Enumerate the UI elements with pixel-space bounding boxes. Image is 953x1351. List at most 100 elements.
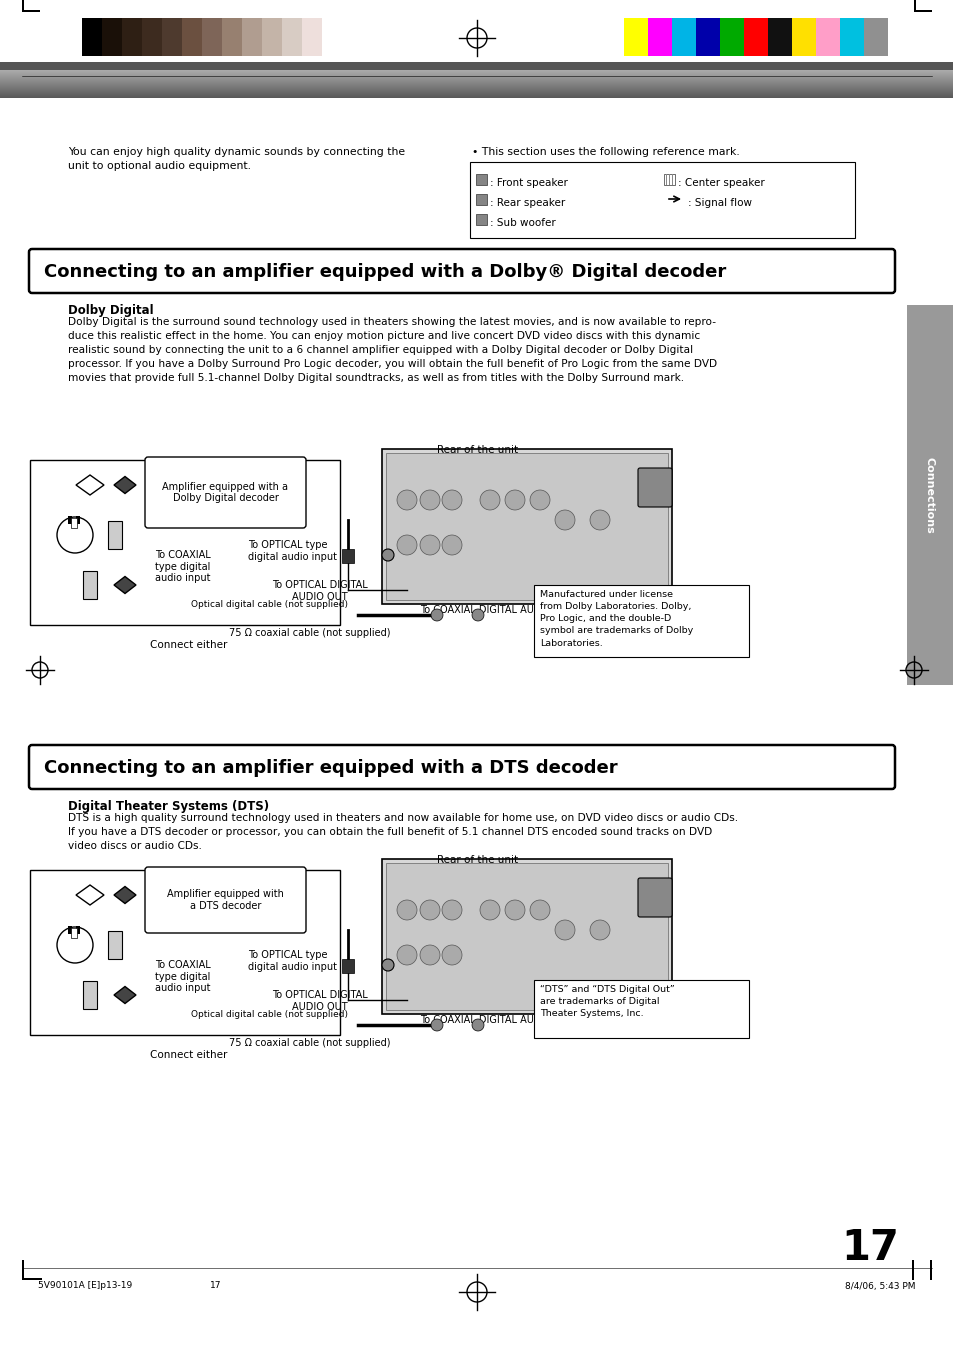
- Text: Optical digital cable (not supplied): Optical digital cable (not supplied): [192, 600, 348, 609]
- Bar: [929, 1278, 931, 1279]
- Text: : Front speaker: : Front speaker: [490, 178, 567, 188]
- Text: 17: 17: [210, 1282, 221, 1290]
- Bar: [222, 18, 242, 55]
- Circle shape: [396, 944, 416, 965]
- Bar: [0, 0, 953, 68]
- Polygon shape: [113, 886, 136, 904]
- Bar: [0, 62, 953, 70]
- Bar: [341, 959, 354, 973]
- Circle shape: [472, 1019, 483, 1031]
- FancyBboxPatch shape: [145, 457, 306, 528]
- Circle shape: [530, 900, 550, 920]
- Bar: [696, 18, 720, 55]
- Circle shape: [419, 535, 439, 555]
- Bar: [913, 0, 915, 12]
- Text: : Rear speaker: : Rear speaker: [490, 199, 565, 208]
- Bar: [142, 18, 162, 55]
- Text: DTS is a high quality surround technology used in theaters and now available for: DTS is a high quality surround technolog…: [68, 813, 738, 851]
- Text: To COAXIAL DIGITAL AUDIO OUT: To COAXIAL DIGITAL AUDIO OUT: [419, 605, 576, 615]
- Text: : Sub woofer: : Sub woofer: [490, 218, 556, 228]
- Text: To OPTICAL type
digital audio input: To OPTICAL type digital audio input: [248, 950, 336, 971]
- Bar: [840, 18, 863, 55]
- Polygon shape: [113, 986, 136, 1004]
- Bar: [743, 18, 767, 55]
- Bar: [71, 517, 77, 528]
- Polygon shape: [76, 885, 104, 905]
- Bar: [22, 1278, 42, 1279]
- Text: Connecting to an amplifier equipped with a DTS decoder: Connecting to an amplifier equipped with…: [44, 759, 617, 777]
- Text: “DTS” and “DTS Digital Out”
are trademarks of Digital
Theater Systems, Inc.: “DTS” and “DTS Digital Out” are trademar…: [539, 985, 674, 1019]
- Bar: [71, 928, 77, 938]
- Bar: [22, 0, 24, 12]
- Bar: [386, 863, 667, 1011]
- Circle shape: [396, 490, 416, 509]
- Bar: [108, 931, 122, 959]
- Circle shape: [555, 509, 575, 530]
- Circle shape: [479, 900, 499, 920]
- Circle shape: [419, 944, 439, 965]
- Bar: [30, 870, 339, 1035]
- Circle shape: [396, 535, 416, 555]
- Text: To COAXIAL
type digital
audio input: To COAXIAL type digital audio input: [154, 550, 211, 584]
- Bar: [863, 18, 887, 55]
- Circle shape: [479, 490, 499, 509]
- Circle shape: [472, 609, 483, 621]
- Circle shape: [441, 944, 461, 965]
- Text: Manufactured under license
from Dolby Laboratories. Dolby,
Pro Logic, and the do: Manufactured under license from Dolby La…: [539, 590, 693, 647]
- Bar: [83, 571, 97, 598]
- Bar: [476, 213, 486, 226]
- FancyBboxPatch shape: [29, 249, 894, 293]
- Text: 5V90101A [E]p13-19: 5V90101A [E]p13-19: [38, 1282, 132, 1290]
- Circle shape: [589, 509, 609, 530]
- Text: Digital Theater Systems (DTS): Digital Theater Systems (DTS): [68, 800, 269, 813]
- Bar: [22, 9, 40, 12]
- FancyBboxPatch shape: [638, 467, 671, 507]
- Text: Connecting to an amplifier equipped with a Dolby® Digital decoder: Connecting to an amplifier equipped with…: [44, 263, 725, 281]
- Text: To OPTICAL type
digital audio input: To OPTICAL type digital audio input: [248, 540, 336, 562]
- Bar: [262, 18, 282, 55]
- Text: Optical digital cable (not supplied): Optical digital cable (not supplied): [192, 1011, 348, 1019]
- Circle shape: [555, 920, 575, 940]
- Bar: [647, 18, 671, 55]
- Text: Amplifier equipped with
a DTS decoder: Amplifier equipped with a DTS decoder: [167, 889, 284, 911]
- Polygon shape: [113, 577, 136, 593]
- Bar: [162, 18, 182, 55]
- Text: To COAXIAL
type digital
audio input: To COAXIAL type digital audio input: [154, 961, 211, 993]
- Bar: [82, 18, 102, 55]
- FancyBboxPatch shape: [638, 878, 671, 917]
- Text: 8/4/06, 5:43 PM: 8/4/06, 5:43 PM: [844, 1282, 915, 1290]
- Bar: [534, 979, 748, 1038]
- Bar: [76, 925, 80, 934]
- Circle shape: [57, 517, 92, 553]
- Text: : Signal flow: : Signal flow: [687, 199, 751, 208]
- Bar: [202, 18, 222, 55]
- Bar: [242, 18, 262, 55]
- Bar: [122, 18, 142, 55]
- Bar: [302, 18, 322, 55]
- Text: Connect either: Connect either: [150, 640, 227, 650]
- Text: 17: 17: [841, 1227, 898, 1269]
- Bar: [68, 925, 71, 934]
- Bar: [767, 18, 791, 55]
- Bar: [322, 18, 341, 55]
- Bar: [102, 18, 122, 55]
- Bar: [906, 305, 953, 685]
- Bar: [720, 18, 743, 55]
- Text: Rear of the unit: Rear of the unit: [436, 855, 517, 865]
- Bar: [30, 459, 339, 626]
- Bar: [534, 585, 748, 657]
- Bar: [68, 516, 71, 524]
- Text: Connect either: Connect either: [150, 1050, 227, 1061]
- Circle shape: [381, 959, 394, 971]
- Bar: [929, 1260, 931, 1279]
- Circle shape: [381, 549, 394, 561]
- Circle shape: [431, 1019, 442, 1031]
- Bar: [282, 18, 302, 55]
- Circle shape: [431, 609, 442, 621]
- Bar: [76, 516, 80, 524]
- Bar: [913, 9, 931, 12]
- Circle shape: [441, 535, 461, 555]
- Text: Amplifier equipped with a
Dolby Digital decoder: Amplifier equipped with a Dolby Digital …: [162, 482, 288, 504]
- Text: 75 Ω coaxial cable (not supplied): 75 Ω coaxial cable (not supplied): [229, 1038, 391, 1048]
- Text: To COAXIAL DIGITAL AUDIO OUT: To COAXIAL DIGITAL AUDIO OUT: [419, 1015, 576, 1025]
